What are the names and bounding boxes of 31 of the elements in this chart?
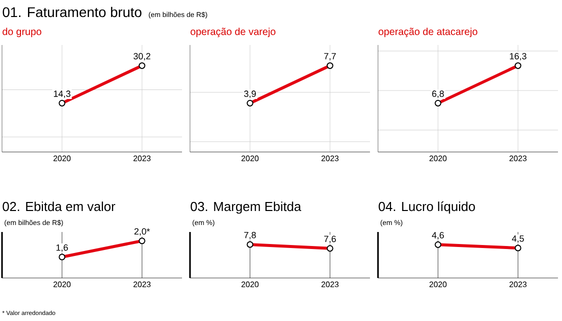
data-label: 16,3 xyxy=(510,53,526,60)
data-label: 4,5 xyxy=(512,235,524,243)
chart-title: do grupo xyxy=(2,28,42,38)
chart-title: operação de atacarejo xyxy=(378,28,478,38)
data-label: 7,7 xyxy=(324,53,336,60)
x-tick-label: 2020 xyxy=(54,282,71,288)
chart-title: 03. Margem Ebitda xyxy=(190,202,302,214)
data-label: 1,6 xyxy=(56,244,68,252)
x-tick-label: 2020 xyxy=(242,282,259,288)
x-tick-label: 2023 xyxy=(134,156,151,162)
x-tick-label: 2020 xyxy=(242,156,259,162)
data-label: 7,8 xyxy=(244,232,256,240)
x-tick-label: 2023 xyxy=(322,156,339,162)
data-label: 14,3 xyxy=(54,90,70,98)
x-tick-label: 2023 xyxy=(134,282,151,288)
text: 01. Faturamento bruto xyxy=(2,6,142,18)
chart-title: operação de varejo xyxy=(190,28,276,38)
x-tick-label: 2023 xyxy=(510,282,527,288)
chart-title: 04. Lucro líquido xyxy=(378,201,475,214)
x-tick-label: 2023 xyxy=(510,156,527,162)
chart-title: 02. Ebitda em valor xyxy=(2,202,116,212)
x-tick-label: 2020 xyxy=(430,156,447,162)
data-label: 3,9 xyxy=(244,90,256,98)
x-tick-label: 2023 xyxy=(322,282,339,288)
x-tick-label: 2020 xyxy=(430,282,447,288)
data-label: 6,8 xyxy=(432,90,444,98)
x-tick-label: 2020 xyxy=(54,156,71,162)
data-label: 4,6 xyxy=(432,232,444,240)
data-label: 7,6 xyxy=(324,236,336,244)
data-label: 2,0* xyxy=(134,228,150,236)
data-label: 30,2 xyxy=(134,53,150,60)
